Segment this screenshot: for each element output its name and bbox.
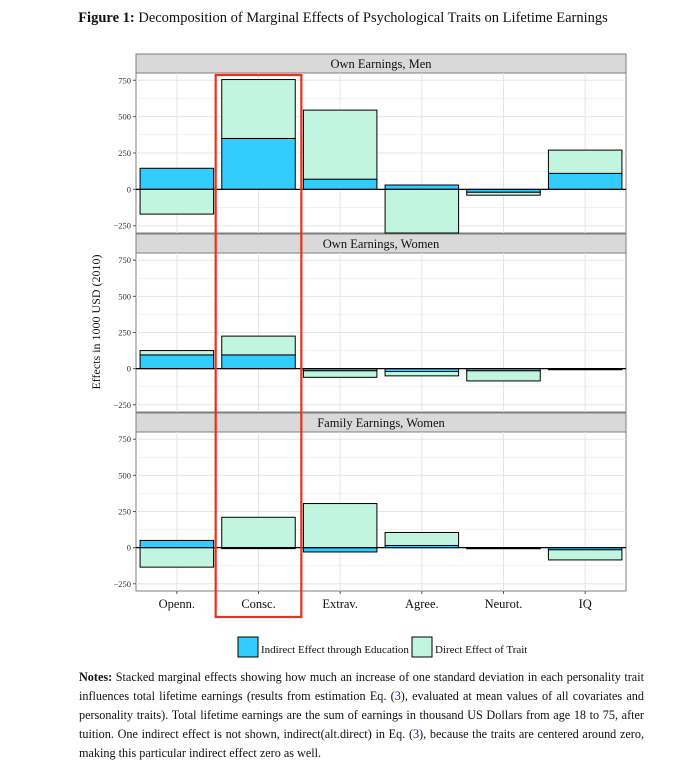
legend-label-direct: Direct Effect of Trait: [435, 644, 527, 656]
bar-direct-effect[interactable]: [466, 191, 541, 196]
bar-indirect-effect[interactable]: [221, 354, 296, 370]
bar-direct-effect[interactable]: [384, 188, 460, 234]
legend: Indirect Effect through Education Direct …: [237, 636, 527, 658]
bar-direct-effect[interactable]: [466, 370, 541, 382]
y-tick-label: 250: [118, 507, 131, 517]
y-tick-label: 750: [118, 434, 131, 444]
bar-direct-effect[interactable]: [384, 371, 460, 377]
bar-direct-effect[interactable]: [384, 531, 460, 546]
x-tick-label: IQ: [579, 597, 592, 611]
y-tick-label: −250: [113, 579, 131, 589]
legend-label-indirect: Indirect Effect through Education: [261, 644, 409, 656]
x-tick-label: Consc.: [241, 597, 275, 611]
x-tick-label: Extrav.: [322, 597, 358, 611]
y-tick-label: 250: [118, 328, 131, 338]
bar-direct-effect[interactable]: [302, 503, 378, 549]
legend-swatch-indirect: [237, 636, 259, 658]
legend-swatch-direct: [411, 636, 433, 658]
notes-text-1: Stacked marginal effects showing how muc…: [79, 670, 644, 703]
bar-direct-effect[interactable]: [221, 516, 296, 549]
facet-title: Family Earnings, Women: [317, 416, 445, 430]
figure-title: Figure 1: Decomposition of Marginal Effe…: [0, 10, 686, 27]
bar-direct-effect[interactable]: [139, 547, 215, 568]
x-tick-label: Agree.: [405, 597, 439, 611]
bar-direct-effect[interactable]: [547, 549, 623, 561]
y-tick-label: 500: [118, 112, 131, 122]
notes-label: Notes:: [79, 670, 113, 684]
bar-direct-effect[interactable]: [547, 149, 623, 174]
bar-direct-effect[interactable]: [139, 188, 215, 215]
bar-indirect-effect[interactable]: [139, 354, 215, 370]
equation-ref-2[interactable]: 3: [413, 727, 420, 741]
y-tick-label: 500: [118, 291, 131, 301]
notes-text-3: ), because the traits are centered aroun…: [79, 727, 644, 760]
x-tick-label: Neurot.: [485, 597, 523, 611]
figure-notes: Notes: Stacked marginal effects showing …: [79, 668, 644, 761]
bar-direct-effect[interactable]: [139, 350, 215, 356]
stacked-bar-chart: Own Earnings, Men −250 0 250 500 750 Own Earni…: [89, 53, 627, 658]
bar-indirect-effect[interactable]: [384, 184, 460, 190]
bar-indirect-effect[interactable]: [547, 172, 623, 190]
bar-indirect-effect[interactable]: [302, 178, 378, 190]
notes-text-2: ), evaluated at mean values of all covar…: [79, 689, 644, 741]
y-axis-label: Effects in 1000 USD (2010): [89, 254, 103, 389]
figure-title-text: Decomposition of Marginal Effects of Psy…: [138, 10, 608, 26]
bar-direct-effect[interactable]: [302, 370, 378, 378]
y-tick-label: 0: [127, 543, 131, 553]
bar-direct-effect[interactable]: [221, 79, 296, 139]
y-tick-label: −250: [113, 400, 131, 410]
equation-ref-1[interactable]: 3: [394, 689, 401, 703]
facet-title: Own Earnings, Women: [323, 237, 440, 251]
y-tick-label: 250: [118, 148, 131, 158]
bar-indirect-effect[interactable]: [221, 137, 296, 190]
y-tick-label: 0: [127, 364, 131, 374]
bar-indirect-effect[interactable]: [302, 547, 378, 553]
y-tick-label: 500: [118, 470, 131, 480]
figure-label: Figure 1:: [78, 10, 135, 26]
bar-direct-effect[interactable]: [302, 109, 378, 180]
y-tick-label: 750: [118, 75, 131, 85]
x-tick-label: Openn.: [159, 597, 195, 611]
bar-indirect-effect[interactable]: [139, 167, 215, 190]
y-tick-label: 750: [118, 255, 131, 265]
bar-indirect-effect[interactable]: [139, 539, 215, 549]
y-tick-label: 0: [127, 184, 131, 194]
facet-title: Own Earnings, Men: [330, 57, 432, 71]
y-tick-label: −250: [113, 221, 131, 231]
bar-direct-effect[interactable]: [221, 335, 296, 356]
highlight-box: [214, 73, 303, 619]
